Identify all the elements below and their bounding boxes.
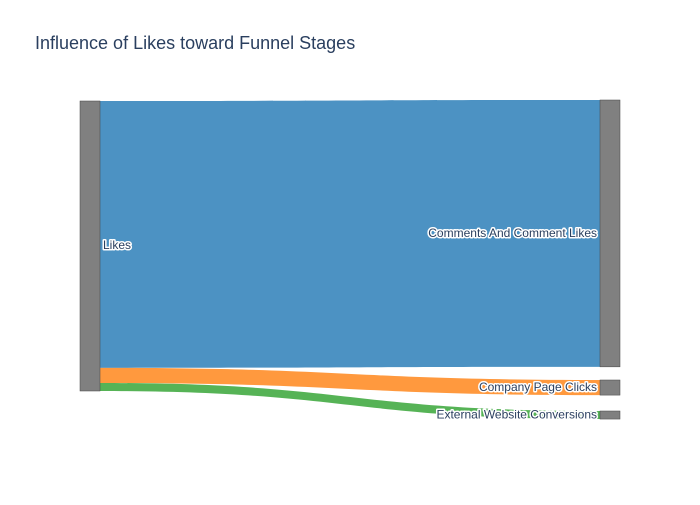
node-label-conversions: External Website Conversions	[436, 408, 597, 422]
link-likes-comments[interactable]	[100, 100, 600, 368]
link-likes-clicks[interactable]	[100, 367, 600, 396]
chart-title: Influence of Likes toward Funnel Stages	[35, 33, 356, 53]
nodes-layer	[79, 99, 621, 420]
node-clicks[interactable]	[599, 379, 621, 396]
node-comments[interactable]	[599, 99, 621, 368]
link-likes-conversions[interactable]	[100, 382, 600, 420]
node-label-likes: Likes	[103, 238, 131, 252]
labels-layer: Likes Comments And Comment Likes Company P…	[102, 225, 599, 424]
node-conversions[interactable]	[599, 410, 621, 420]
links-layer	[100, 100, 600, 420]
node-label-clicks: Company Page Clicks	[479, 380, 597, 394]
node-label-comments: Comments And Comment Likes	[428, 226, 597, 240]
node-likes[interactable]	[79, 100, 101, 392]
